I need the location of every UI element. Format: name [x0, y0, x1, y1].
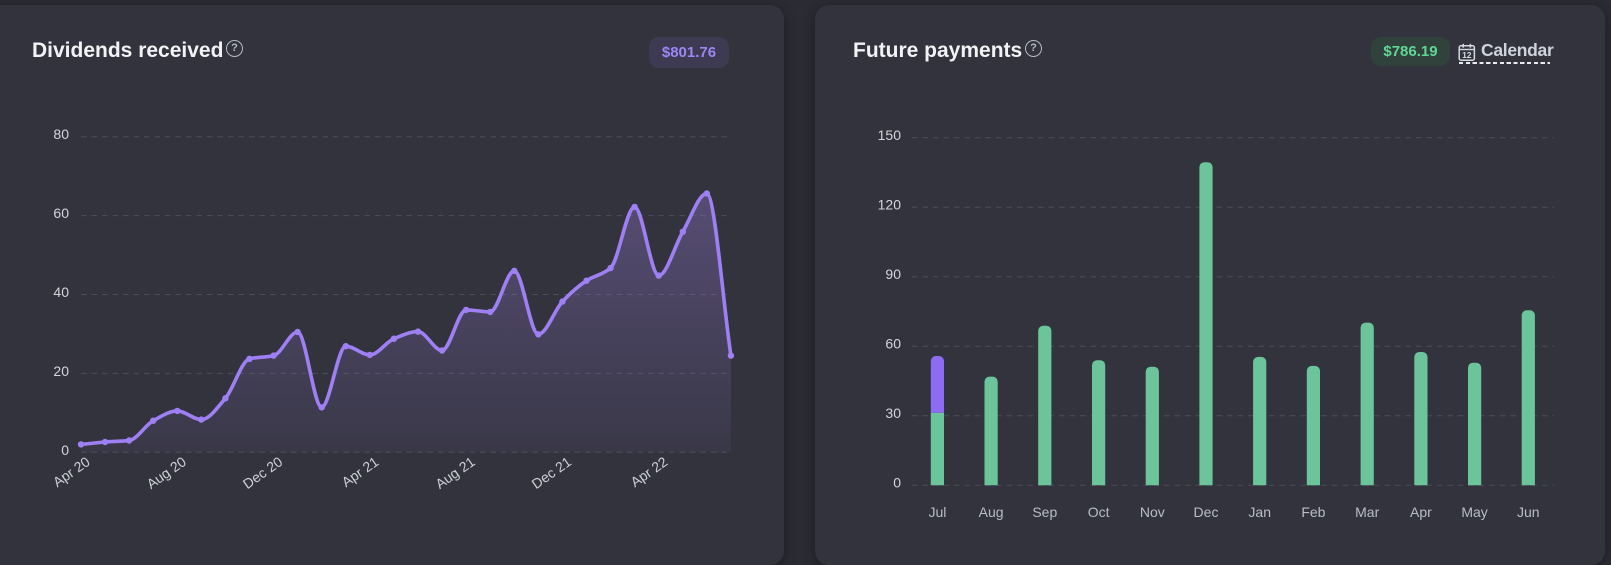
svg-text:150: 150 — [878, 127, 902, 143]
svg-text:12: 12 — [1462, 50, 1472, 60]
svg-text:Oct: Oct — [1088, 504, 1110, 520]
svg-text:Jul: Jul — [928, 504, 946, 520]
svg-text:40: 40 — [53, 284, 69, 300]
svg-text:90: 90 — [885, 266, 901, 282]
svg-text:80: 80 — [53, 126, 69, 142]
svg-text:Aug 20: Aug 20 — [143, 453, 189, 492]
svg-text:Feb: Feb — [1301, 504, 1325, 520]
svg-text:60: 60 — [885, 336, 901, 352]
svg-text:Dec 21: Dec 21 — [529, 453, 575, 492]
svg-text:Jun: Jun — [1517, 504, 1540, 520]
svg-text:Aug 21: Aug 21 — [432, 453, 478, 492]
svg-text:Apr 21: Apr 21 — [339, 453, 382, 490]
svg-text:120: 120 — [878, 197, 902, 213]
svg-text:Dec 20: Dec 20 — [240, 453, 286, 492]
svg-text:Sep: Sep — [1032, 504, 1057, 520]
svg-text:20: 20 — [53, 363, 69, 379]
svg-text:Nov: Nov — [1140, 504, 1165, 520]
svg-text:60: 60 — [53, 205, 69, 221]
svg-text:0: 0 — [893, 475, 901, 491]
svg-text:Apr 22: Apr 22 — [627, 453, 670, 490]
svg-text:Dec: Dec — [1194, 504, 1219, 520]
svg-text:Apr 20: Apr 20 — [50, 453, 93, 490]
svg-text:0: 0 — [61, 442, 69, 458]
svg-text:Jan: Jan — [1248, 504, 1271, 520]
svg-text:Aug: Aug — [979, 504, 1004, 520]
svg-text:May: May — [1461, 504, 1487, 520]
svg-text:Mar: Mar — [1355, 504, 1379, 520]
svg-text:30: 30 — [885, 405, 901, 421]
svg-text:Apr: Apr — [1410, 504, 1432, 520]
